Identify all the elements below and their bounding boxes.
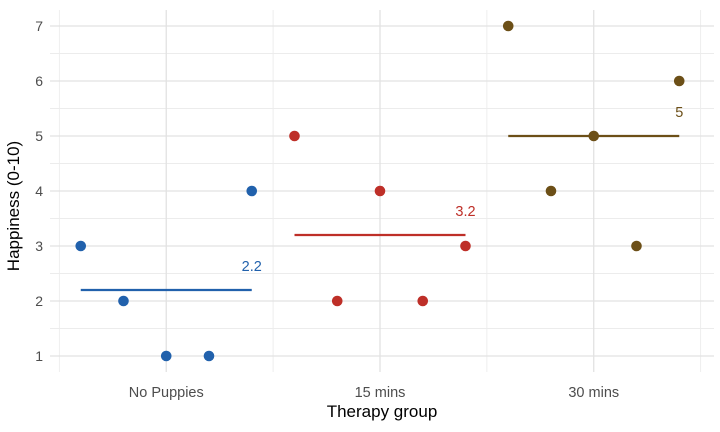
data-point (502, 20, 514, 32)
y-tick-label: 2 (35, 293, 43, 309)
y-tick-label: 7 (35, 18, 43, 34)
mean-value-label: 3.2 (455, 204, 475, 220)
data-point (118, 295, 129, 307)
data-point (374, 185, 386, 197)
data-point (160, 350, 172, 362)
mean-value-label: 2.2 (242, 259, 262, 275)
data-point (75, 240, 87, 252)
data-point (246, 185, 258, 197)
data-point (588, 130, 600, 142)
data-point (289, 130, 300, 142)
y-tick-label: 3 (35, 238, 43, 254)
data-point (203, 350, 215, 362)
y-axis-title: Happiness (0-10) (4, 140, 23, 272)
data-point (460, 240, 471, 252)
x-tick-label: 15 mins (355, 385, 406, 401)
x-tick-label: 30 mins (568, 385, 619, 401)
y-tick-label: 5 (35, 128, 43, 144)
x-axis-title: Therapy group (326, 402, 438, 421)
y-tick-label: 4 (35, 183, 43, 199)
mean-value-label: 5 (675, 105, 683, 121)
data-point (545, 185, 557, 197)
data-point (631, 240, 642, 252)
data-point (673, 75, 685, 87)
y-tick-label: 1 (35, 348, 43, 364)
y-tick-label: 6 (35, 73, 43, 89)
data-point (331, 295, 343, 307)
data-point (417, 295, 429, 307)
x-tick-label: No Puppies (129, 385, 204, 401)
